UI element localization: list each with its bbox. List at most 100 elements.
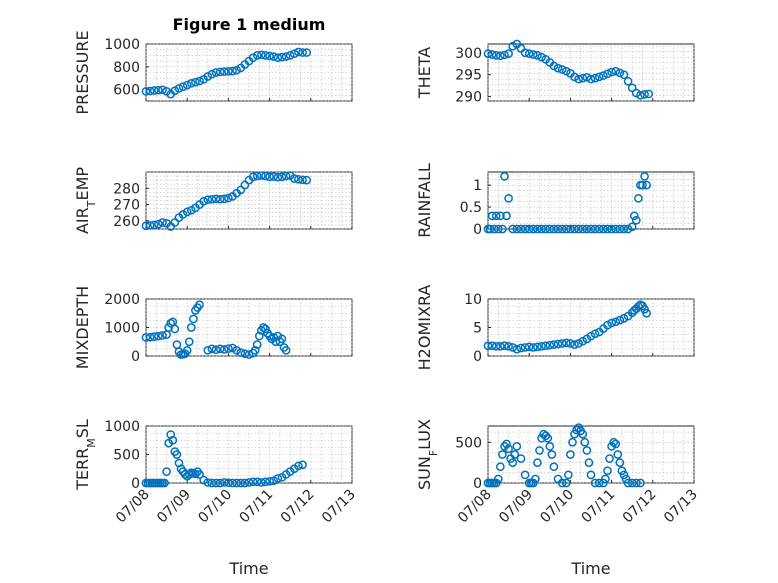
panel-4-data-point	[533, 224, 542, 234]
panel-1-data-point	[141, 86, 151, 96]
panel-7-data-point	[228, 478, 237, 488]
panel-7-data-point	[265, 476, 274, 486]
panel-2-data-point	[553, 63, 563, 73]
panel-7-xtick-label: 07/10	[195, 487, 235, 527]
panel-7-xtick-label: 07/13	[319, 487, 359, 527]
panel-1-data-point	[215, 67, 225, 77]
panel-5-data-point	[149, 332, 159, 341]
panel-5-data-point	[250, 345, 260, 355]
panel-7-data-point	[252, 477, 262, 487]
panel-7-data-point	[248, 477, 258, 487]
panel-8-data-point	[631, 478, 641, 488]
panel-8-data-point	[516, 454, 526, 463]
panel-1-data-point	[257, 50, 266, 60]
panel-1-ylabel: PRESSURE	[73, 30, 92, 114]
panel-6-data-point	[590, 329, 600, 339]
panel-4-data-point	[582, 224, 592, 234]
panel-4-data-point	[508, 224, 518, 234]
panel-3-data-point	[302, 175, 312, 185]
panel-8-data-point	[510, 450, 520, 459]
panel-5-data-point	[184, 337, 194, 347]
panel-4-data-point	[561, 224, 571, 234]
panel-4-data-point	[524, 224, 534, 234]
panel-8-data-point	[594, 478, 604, 488]
panel-4-data-point	[578, 224, 588, 234]
panel-4-data-point	[549, 224, 559, 234]
panel-7-data-point	[174, 458, 184, 468]
panel-8-data-point	[508, 458, 518, 467]
panel-6-data-point	[491, 341, 501, 351]
panel-6-data-point	[607, 318, 616, 328]
panel-7-ytick-label: 1000	[104, 419, 140, 435]
panel-1-data-point	[191, 77, 200, 87]
panel-4-data-point	[496, 211, 505, 221]
panel-8-data-point	[601, 474, 610, 484]
panel-6-data-point	[561, 338, 571, 348]
panel-7-data-point	[240, 478, 250, 488]
panel-2-data-point	[557, 65, 567, 74]
panel-4-data-point	[574, 224, 583, 234]
panel-4-data-point	[629, 211, 639, 221]
panel-4-data-point	[498, 224, 507, 234]
panel-4-data-point	[557, 224, 567, 234]
panel-8-data-point	[609, 437, 619, 447]
panel-5-data-point	[244, 350, 254, 359]
panel-3-data-point	[298, 175, 307, 185]
panel-8-data-point	[504, 444, 513, 454]
panel-7-data-point	[207, 478, 217, 488]
panel-4-data-point	[594, 224, 604, 234]
panel-7-data-point	[172, 450, 182, 459]
panel-8-data-point	[512, 442, 522, 451]
panel-3-data-point	[265, 172, 274, 182]
panel-5-data-point	[145, 332, 155, 342]
panel-8-data-point	[520, 470, 530, 480]
panel-1-data-point	[174, 84, 184, 93]
panel-8-data-point	[563, 470, 573, 480]
panel-8-data-point	[590, 478, 600, 488]
panel-8-data-point	[545, 442, 555, 451]
panel-8-data-point	[599, 478, 608, 488]
panel-2-data-point	[640, 90, 649, 99]
panel-8-ytick-label: 0	[473, 476, 482, 492]
panel-8-data-point	[566, 450, 575, 459]
panel-5-data-point	[215, 344, 225, 354]
panel-8-data-point	[496, 462, 505, 472]
panel-6-data-point	[566, 339, 575, 348]
panel-1-data-point	[298, 48, 307, 57]
panel-8-data-point	[621, 474, 631, 484]
panel-2-data-point	[636, 90, 645, 100]
panel-7-data-point	[261, 477, 270, 487]
panel-7-data-point	[273, 474, 283, 483]
panel-8-data-point	[557, 478, 567, 488]
panel-1-data-point	[145, 86, 155, 96]
panel-8-data-point	[578, 429, 588, 439]
panel-2-data-point	[487, 50, 497, 59]
panel-5-data-point	[170, 324, 180, 334]
panel-2-data-point	[594, 72, 604, 82]
panel-2-ytick-label: 300	[455, 46, 482, 62]
panel-4-data-point	[545, 224, 555, 234]
panel-4-data-point	[570, 224, 579, 234]
panel-1-data-point	[281, 52, 291, 61]
panel-1-data-point	[273, 53, 283, 63]
panel-6-data-point	[524, 342, 534, 352]
panel-4-data-point	[541, 224, 551, 234]
panel-8-xtick-label: 07/08	[455, 487, 495, 527]
panel-5-ytick-label: 0	[131, 349, 140, 365]
panel-8-data-point	[568, 437, 577, 447]
panel-2-data-point	[619, 70, 629, 80]
panel-5-data-point	[269, 333, 279, 342]
panel-4-ylabel: RAINFALL	[415, 163, 434, 238]
panel-8-data-point	[580, 437, 590, 447]
panel-2-data-point	[537, 52, 546, 62]
panel-4-data-point	[504, 193, 513, 203]
panel-2-data-point	[549, 61, 559, 71]
panel-8-xtick-label: 07/10	[537, 487, 577, 527]
panel-7-data-point	[160, 478, 169, 488]
panel-3-data-point	[273, 172, 283, 182]
panel-8-ylabel: SUNFLUX	[415, 419, 440, 490]
panel-6-data-point	[528, 343, 538, 352]
panel-3-data-point	[252, 171, 262, 181]
panel-4-data-point	[627, 222, 637, 232]
